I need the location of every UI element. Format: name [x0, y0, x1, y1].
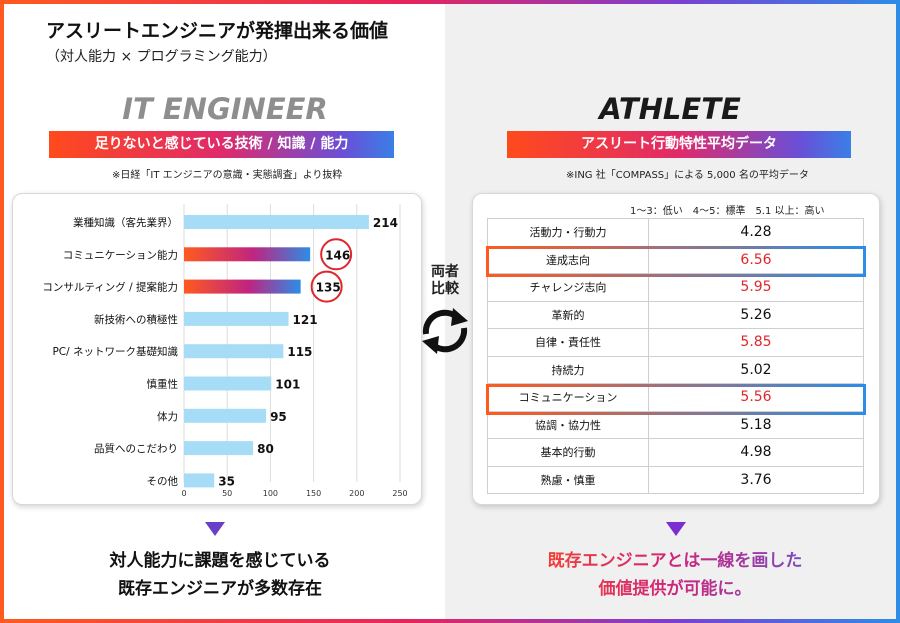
- bar-chart: 0 50 100 150 200 250 業種知識（客先業界） 214 コミュニケーション能力 1…: [42, 204, 408, 498]
- down-triangle-icon: [666, 522, 686, 536]
- table-row: 熟慮・慎重 3.76: [487, 465, 864, 494]
- left-conclusion: 対人能力に課題を感じている 既存エンジニアが多数存在: [60, 547, 380, 603]
- right-conclusion-line2: 価値提供が可能に。: [500, 575, 850, 603]
- trait-value: 5.26: [648, 300, 864, 329]
- category-label: コミュニケーション能力: [63, 248, 178, 261]
- compare-label: 両者 比較: [421, 264, 469, 298]
- compare-line2: 比較: [431, 281, 459, 297]
- table-row: 持続力 5.02: [487, 355, 864, 384]
- table-row: 活動力・行動力 4.28: [487, 218, 864, 247]
- trait-label: 持続力: [487, 355, 649, 384]
- x-tick-label: 100: [263, 489, 278, 498]
- athlete-heading: ATHLETE: [599, 92, 741, 126]
- trait-value: 4.28: [648, 218, 864, 247]
- highlight-circle: [320, 238, 353, 271]
- bar: [184, 311, 289, 326]
- bar: [184, 215, 369, 229]
- category-label: PC/ ネットワーク基礎知識: [52, 345, 178, 358]
- x-tick-label: 200: [349, 489, 364, 498]
- right-conclusion: 既存エンジニアとは一線を画した 価値提供が可能に。: [500, 547, 850, 603]
- trait-value: 5.02: [648, 355, 864, 384]
- data-label: 95: [270, 410, 287, 424]
- category-label: 新技術への積極性: [94, 313, 178, 326]
- trait-label: 熟慮・慎重: [487, 465, 649, 494]
- cycle-arrows-icon: [422, 308, 468, 354]
- highlight-box-communication: [486, 384, 866, 415]
- highlight-circle: [310, 270, 343, 303]
- compare-line1: 両者: [431, 264, 459, 280]
- page-subtitle: （対人能力 × プログラミング能力）: [46, 49, 277, 65]
- bar: [184, 408, 267, 423]
- data-label: 146: [325, 248, 350, 262]
- x-tick-label: 50: [222, 489, 232, 498]
- category-label: 慎重性: [147, 378, 179, 391]
- table-row: チャレンジ志向 5.95: [487, 273, 864, 302]
- table-row: 革新的 5.26: [487, 300, 864, 329]
- bar: [184, 441, 254, 456]
- data-label: 135: [316, 281, 341, 295]
- data-label: 214: [373, 216, 398, 230]
- data-label: 101: [275, 378, 300, 392]
- category-label: その他: [147, 474, 179, 487]
- data-label: 115: [287, 345, 312, 359]
- page-title: アスリートエンジニアが発揮出来る価値: [46, 20, 389, 42]
- left-source-note: ※日経「IT エンジニアの意識・実態調査」より抜粋: [112, 170, 343, 181]
- trait-label: 自律・責任性: [487, 328, 649, 357]
- data-label: 121: [293, 313, 318, 327]
- bar: [184, 279, 301, 294]
- trait-value: 5.95: [648, 273, 864, 302]
- category-label: 業種知識（客先業界）: [73, 216, 178, 229]
- trait-value: 5.18: [648, 410, 864, 439]
- left-conclusion-line1: 対人能力に課題を感じている: [109, 551, 331, 571]
- bar: [184, 473, 215, 488]
- left-conclusion-line2: 既存エンジニアが多数存在: [118, 579, 322, 599]
- trait-value: 3.76: [648, 465, 864, 494]
- highlight-box-achievement: [486, 246, 866, 277]
- trait-label: 協調・協力性: [487, 410, 649, 439]
- down-triangle-icon: [205, 522, 225, 536]
- trait-label: 活動力・行動力: [487, 218, 649, 247]
- bar: [184, 247, 311, 262]
- right-source-note: ※ING 社「COMPASS」による 5,000 名の平均データ: [566, 170, 809, 181]
- trait-label: 革新的: [487, 300, 649, 329]
- table-row: 基本的行動 4.98: [487, 438, 864, 467]
- table-row: 協調・協力性 5.18: [487, 410, 864, 439]
- bar: [184, 376, 272, 391]
- right-banner: アスリート行動特性平均データ: [507, 131, 851, 158]
- left-banner: 足りないと感じている技術 / 知識 / 能力: [49, 131, 394, 158]
- category-label: 品質へのこだわり: [94, 442, 178, 455]
- trait-label: 基本的行動: [487, 438, 649, 467]
- category-label: 体力: [157, 410, 178, 423]
- x-tick-label: 0: [181, 489, 186, 498]
- table-row: 自律・責任性 5.85: [487, 328, 864, 357]
- chart-card: 0 50 100 150 200 250 業種知識（客先業界） 214 コミュニケーション能力 1…: [12, 193, 422, 505]
- it-engineer-heading: IT ENGINEER: [122, 92, 328, 126]
- trait-label: チャレンジ志向: [487, 273, 649, 302]
- trait-value: 4.98: [648, 438, 864, 467]
- score-legend: 1～3：低い 4～5：標準 5.1 以上：高い: [630, 206, 825, 217]
- data-label: 35: [218, 474, 235, 488]
- x-tick-label: 250: [392, 489, 407, 498]
- right-conclusion-line1: 既存エンジニアとは一線を画した: [500, 547, 850, 575]
- bar: [184, 344, 284, 359]
- trait-value: 5.85: [648, 328, 864, 357]
- x-tick-label: 150: [306, 489, 321, 498]
- category-label: コンサルティング / 提案能力: [42, 281, 178, 294]
- data-label: 80: [257, 442, 274, 456]
